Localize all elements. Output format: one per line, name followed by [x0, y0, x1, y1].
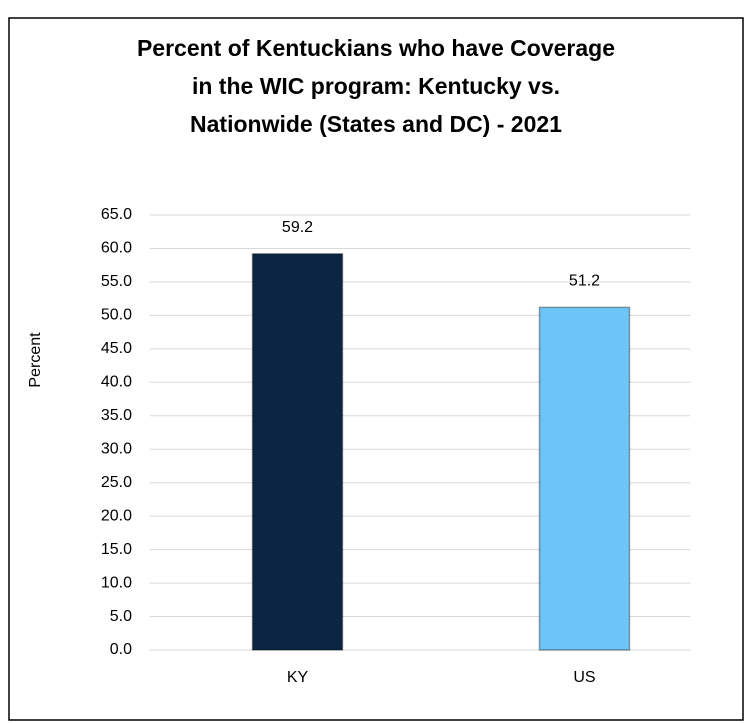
y-tick-label: 65.0	[101, 206, 132, 223]
y-tick-label: 20.0	[101, 507, 132, 524]
bar	[538, 306, 631, 651]
y-tick-label: 45.0	[101, 340, 132, 357]
y-tick-label: 5.0	[110, 608, 132, 625]
x-tick-label: US	[573, 669, 595, 686]
y-tick-label: 25.0	[101, 474, 132, 491]
y-tick-label: 40.0	[101, 374, 132, 391]
y-tick-label: 30.0	[101, 440, 132, 457]
y-tick-label: 35.0	[101, 407, 132, 424]
data-label: 51.2	[569, 273, 600, 290]
x-tick-label: KY	[287, 669, 309, 686]
y-axis-label: Percent	[27, 332, 44, 388]
y-tick-label: 0.0	[110, 641, 132, 658]
y-tick-label: 60.0	[101, 240, 132, 257]
y-tick-label: 50.0	[101, 307, 132, 324]
bar	[251, 253, 344, 651]
chart-title: Percent of Kentuckians who have Coverage	[137, 35, 615, 61]
y-tick-label: 55.0	[101, 273, 132, 290]
y-tick-label: 15.0	[101, 541, 132, 558]
chart-title: Nationwide (States and DC) - 2021	[190, 111, 562, 137]
chart-title: in the WIC program: Kentucky vs.	[192, 73, 560, 99]
data-label: 59.2	[282, 219, 313, 236]
y-tick-label: 10.0	[101, 574, 132, 591]
